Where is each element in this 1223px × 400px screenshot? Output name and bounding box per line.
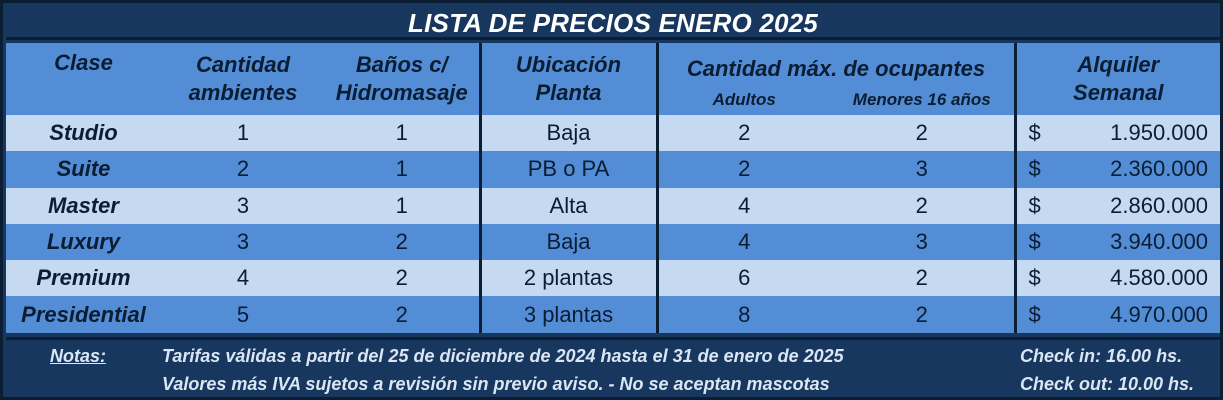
cell-ambientes: 2 — [161, 151, 325, 188]
cell-precio: $3.940.000 — [1015, 223, 1221, 261]
cell-menores: 2 — [830, 260, 1017, 297]
header-menores: Menores 16 años — [830, 85, 1017, 115]
header-cantidad-line1: Cantidad — [195, 52, 291, 77]
cell-adultos: 4 — [657, 187, 830, 224]
header-ubicacion-line2: Planta — [535, 80, 602, 105]
page-title: LISTA DE PRECIOS ENERO 2025 — [6, 6, 1220, 40]
price-amount: 1.950.000 — [1110, 120, 1209, 146]
cell-planta: Baja — [480, 115, 659, 152]
price-amount: 2.860.000 — [1110, 192, 1209, 218]
cell-ambientes: 3 — [161, 187, 325, 224]
cell-banos: 2 — [325, 296, 482, 333]
table-row: Presidential 5 2 3 plantas 8 2 $4.970.00… — [6, 296, 1221, 333]
cell-ambientes: 4 — [161, 260, 325, 297]
header-clase: Clase — [6, 43, 161, 115]
cell-menores: 2 — [830, 187, 1017, 224]
header-banos-line2: Hidromasaje — [335, 80, 468, 105]
header-ocupantes: Cantidad máx. de ocupantes — [657, 43, 1017, 85]
cell-clase: Premium — [6, 260, 161, 297]
notes-line-conditions: Valores más IVA sujetos a revisión sin p… — [162, 374, 830, 394]
currency-symbol: $ — [1028, 120, 1041, 146]
cell-clase: Studio — [6, 115, 161, 152]
cell-banos: 1 — [325, 187, 482, 224]
cell-ambientes: 5 — [161, 296, 325, 333]
header-adultos: Adultos — [657, 85, 830, 115]
cell-precio: $4.970.000 — [1015, 296, 1221, 333]
header-banos-line1: Baños c/ — [355, 52, 448, 77]
header-alquiler-line1: Alquiler — [1077, 52, 1160, 77]
cell-planta: PB o PA — [480, 151, 659, 188]
price-amount: 4.580.000 — [1110, 265, 1209, 291]
cell-ambientes: 1 — [161, 115, 325, 152]
table-row: Master 3 1 Alta 4 2 $2.860.000 — [6, 187, 1221, 224]
header-ubicacion-line1: Ubicación — [515, 52, 622, 77]
cell-clase: Presidential — [6, 296, 161, 333]
cell-clase: Master — [6, 187, 161, 224]
cell-adultos: 8 — [657, 296, 830, 333]
header-banos: Baños c/ Hidromasaje — [325, 43, 482, 115]
cell-menores: 3 — [830, 223, 1017, 261]
cell-adultos: 4 — [657, 223, 830, 261]
notes-label: Notas: — [50, 346, 107, 366]
currency-symbol: $ — [1028, 156, 1041, 182]
table-row: Suite 2 1 PB o PA 2 3 $2.360.000 — [6, 151, 1221, 188]
checkout-time: Check out: 10.00 hs. — [1020, 374, 1195, 394]
checkin-time: Check in: 16.00 hs. — [1020, 346, 1183, 366]
price-table: Clase Cantidad ambientes Baños c/ Hidrom… — [6, 43, 1221, 333]
cell-adultos: 6 — [657, 260, 830, 297]
cell-menores: 3 — [830, 151, 1017, 188]
cell-banos: 2 — [325, 223, 482, 261]
currency-symbol: $ — [1028, 192, 1041, 218]
header-cantidad-ambientes: Cantidad ambientes — [161, 43, 325, 115]
cell-precio: $4.580.000 — [1015, 260, 1221, 297]
header-ubicacion: Ubicación Planta — [480, 43, 659, 115]
header-alquiler: Alquiler Semanal — [1015, 43, 1221, 115]
table-row: Studio 1 1 Baja 2 2 $1.950.000 — [6, 115, 1221, 152]
cell-planta: 3 plantas — [480, 296, 659, 333]
cell-banos: 2 — [325, 260, 482, 297]
table-row: Luxury 3 2 Baja 4 3 $3.940.000 — [6, 223, 1221, 261]
currency-symbol: $ — [1028, 229, 1041, 255]
cell-precio: $1.950.000 — [1015, 115, 1221, 152]
currency-symbol: $ — [1028, 265, 1041, 291]
price-amount: 2.360.000 — [1110, 156, 1209, 182]
cell-ambientes: 3 — [161, 223, 325, 261]
header-cantidad-line2: ambientes — [188, 80, 298, 105]
header-clase-label: Clase — [54, 50, 113, 75]
cell-menores: 2 — [830, 115, 1017, 152]
cell-banos: 1 — [325, 151, 482, 188]
notes-line-validity: Tarifas válidas a partir del 25 de dicie… — [162, 346, 844, 366]
cell-precio: $2.860.000 — [1015, 187, 1221, 224]
cell-adultos: 2 — [657, 151, 830, 188]
price-amount: 3.940.000 — [1110, 229, 1209, 255]
currency-symbol: $ — [1028, 301, 1041, 327]
cell-clase: Suite — [6, 151, 161, 188]
cell-planta: Baja — [480, 223, 659, 261]
cell-adultos: 2 — [657, 115, 830, 152]
cell-banos: 1 — [325, 115, 482, 152]
cell-clase: Luxury — [6, 223, 161, 261]
price-amount: 4.970.000 — [1110, 301, 1209, 327]
cell-menores: 2 — [830, 296, 1017, 333]
cell-precio: $2.360.000 — [1015, 151, 1221, 188]
header-alquiler-line2: Semanal — [1073, 80, 1164, 105]
notes-section: Notas: Tarifas válidas a partir del 25 d… — [6, 337, 1220, 397]
cell-planta: Alta — [480, 187, 659, 224]
cell-planta: 2 plantas — [480, 260, 659, 297]
table-row: Premium 4 2 2 plantas 6 2 $4.580.000 — [6, 260, 1221, 297]
